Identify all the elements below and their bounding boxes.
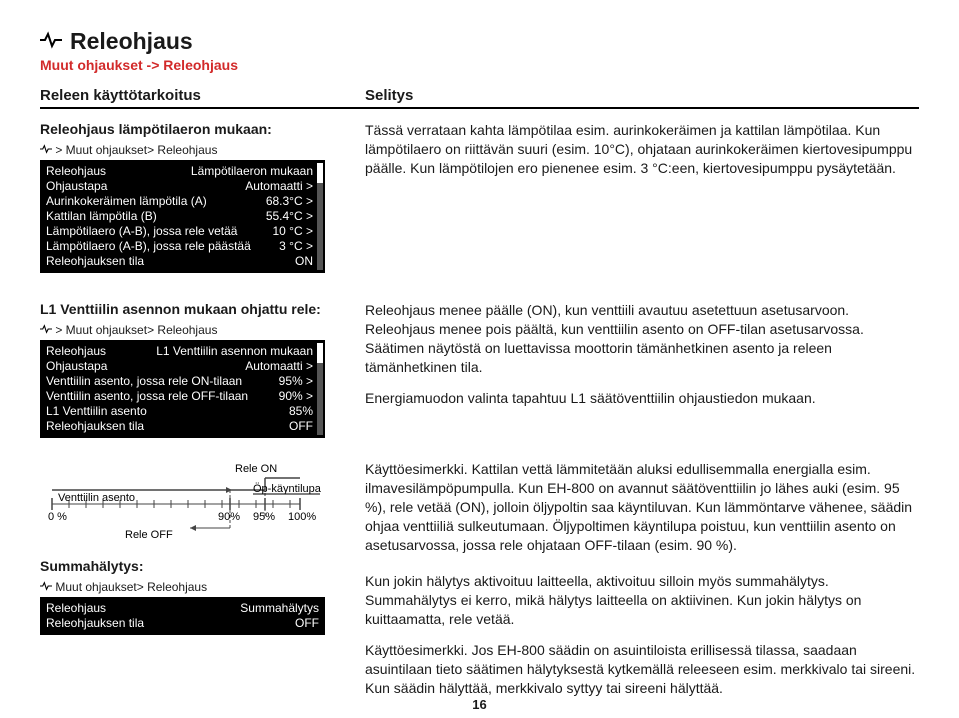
panel-row: Lämpötilaero (A-B), jossa rele vetää 10 °… [46, 224, 313, 239]
section-valve: L1 Venttiilin asennon mukaan ohjattu rel… [40, 301, 919, 438]
panel-row-value: OFF [295, 616, 319, 631]
pulse-icon-small [40, 580, 52, 594]
svg-text:Öp-käyntilupa: Öp-käyntilupa [253, 483, 322, 495]
panel-row-value: 68.3°C > [266, 194, 313, 209]
panel-row: Releohjaus Lämpötilaeron mukaan [46, 164, 313, 179]
pulse-icon-small [40, 143, 52, 157]
sec2-desc1: Releohjaus menee päälle (ON), kun ventti… [365, 301, 919, 377]
panel-row-value: Automaatti > [245, 359, 313, 374]
panel-row-value: 85% [289, 404, 313, 419]
svg-text:Venttiilin asento: Venttiilin asento [58, 492, 135, 504]
panel-row-label: L1 Venttiilin asento [46, 404, 147, 419]
sec3-desc3: Käyttöesimerkki. Jos EH-800 säädin on as… [365, 641, 919, 698]
pulse-icon-small [40, 323, 52, 337]
panel-row-label: Aurinkokeräimen lämpötila (A) [46, 194, 207, 209]
sec3-desc1: Käyttöesimerkki. Kattilan vettä lämmitet… [365, 460, 919, 554]
panel-row: Releohjauksen tila OFF [46, 616, 319, 631]
panel-row-value: L1 Venttiilin asennon mukaan [156, 344, 313, 359]
panel-row-value: 95% > [279, 374, 313, 389]
panel-row-value: Lämpötilaeron mukaan [191, 164, 313, 179]
sec2-desc2: Energiamuodon valinta tapahtuu L1 säätöv… [365, 389, 919, 408]
column-headers: Releen käyttötarkoitus Selitys [40, 87, 919, 109]
svg-text:90%: 90% [218, 511, 240, 523]
panel-row-value: 55.4°C > [266, 209, 313, 224]
panel-row-label: Releohjauksen tila [46, 616, 144, 631]
panel-row-value: Automaatti > [245, 179, 313, 194]
panel-row-label: Releohjaus [46, 164, 106, 179]
panel-row: Releohjaus L1 Venttiilin asennon mukaan [46, 344, 313, 359]
panel-row-label: Lämpötilaero (A-B), jossa rele päästää [46, 239, 251, 254]
svg-text:Rele OFF: Rele OFF [125, 529, 173, 541]
panel-scrollbar [317, 163, 323, 183]
page-title: Releohjaus [40, 28, 919, 55]
panel-row: Ohjaustapa Automaatti > [46, 359, 313, 374]
title-text: Releohjaus [70, 28, 193, 55]
panel-row: Releohjauksen tila OFF [46, 419, 313, 434]
panel-row-label: Releohjauksen tila [46, 419, 144, 434]
sec3-panel-body: ReleohjausSummahälytysReleohjauksen tila… [40, 597, 325, 635]
sec3-heading: Summahälytys: [40, 558, 365, 574]
panel-row: Kattilan lämpötila (B) 55.4°C > [46, 209, 313, 224]
panel-row-value: ON [295, 254, 313, 269]
sec2-heading: L1 Venttiilin asennon mukaan ohjattu rel… [40, 301, 365, 317]
panel-row-label: Venttiilin asento, jossa rele ON-tilaan [46, 374, 242, 389]
panel-row: Releohjauksen tila ON [46, 254, 313, 269]
svg-text:100%: 100% [288, 511, 316, 523]
pulse-icon [40, 28, 62, 55]
sec1-crumb: > Muut ohjaukset> Releohjaus [55, 143, 217, 157]
sec1-panel: > Muut ohjaukset> Releohjaus Releohjaus L… [40, 143, 325, 273]
panel-row: Venttiilin asento, jossa rele OFF-tilaan… [46, 389, 313, 404]
sec3-panel: Muut ohjaukset> Releohjaus Releohjaus Sum… [40, 580, 325, 635]
panel-row: Ohjaustapa Automaatti > [46, 179, 313, 194]
sec1-desc: Tässä verrataan kahta lämpötilaa esim. a… [365, 121, 919, 273]
panel-row: Releohjaus Summahälytys [46, 601, 319, 616]
sec3-desc2: Kun jokin hälytys aktivoituu laitteella,… [365, 572, 919, 629]
sec2-panel-body: ReleohjausL1 Venttiilin asennon mukaanOh… [40, 340, 325, 438]
panel-row-label: Venttiilin asento, jossa rele OFF-tilaan [46, 389, 248, 404]
breadcrumb: Muut ohjaukset -> Releohjaus [40, 57, 919, 73]
valve-diagram: Rele ON Öp-käyntilupa Venttiilin asento 0 %… [40, 460, 340, 550]
panel-row: L1 Venttiilin asento 85% [46, 404, 313, 419]
sec2-panel: > Muut ohjaukset> Releohjaus Releohjaus L… [40, 323, 325, 438]
col-right: Selitys [365, 87, 413, 104]
valve-diagram-svg: Rele ON Öp-käyntilupa Venttiilin asento 0 %… [40, 460, 340, 550]
panel-row: Lämpötilaero (A-B), jossa rele päästää 3 … [46, 239, 313, 254]
sec1-panel-body: ReleohjausLämpötilaeron mukaanOhjaustapa… [40, 160, 325, 273]
panel-row-value: 3 °C > [279, 239, 313, 254]
svg-text:0 %: 0 % [48, 511, 67, 523]
sec3-crumb: Muut ohjaukset> Releohjaus [55, 580, 207, 594]
col-left: Releen käyttötarkoitus [40, 87, 365, 104]
sec1-heading: Releohjaus lämpötilaeron mukaan: [40, 121, 365, 137]
panel-row-value: OFF [289, 419, 313, 434]
section-tempdelta: Releohjaus lämpötilaeron mukaan: > Muut … [40, 121, 919, 273]
panel-row-label: Lämpötilaero (A-B), jossa rele vetää [46, 224, 237, 239]
page-number: 16 [0, 697, 959, 712]
sec2-crumb: > Muut ohjaukset> Releohjaus [55, 323, 217, 337]
svg-text:95%: 95% [253, 511, 275, 523]
panel-row-label: Kattilan lämpötila (B) [46, 209, 157, 224]
panel-row-label: Ohjaustapa [46, 179, 107, 194]
panel-row: Aurinkokeräimen lämpötila (A) 68.3°C > [46, 194, 313, 209]
panel-row-value: Summahälytys [240, 601, 319, 616]
section-summa: Rele ON Öp-käyntilupa Venttiilin asento 0 %… [40, 460, 919, 698]
panel-scrollbar [317, 343, 323, 363]
panel-row-value: 10 °C > [273, 224, 314, 239]
panel-row-label: Ohjaustapa [46, 359, 107, 374]
panel-row-label: Releohjauksen tila [46, 254, 144, 269]
panel-row: Venttiilin asento, jossa rele ON-tilaan 9… [46, 374, 313, 389]
panel-row-label: Releohjaus [46, 601, 106, 616]
svg-text:Rele ON: Rele ON [235, 463, 277, 475]
panel-row-value: 90% > [279, 389, 313, 404]
panel-row-label: Releohjaus [46, 344, 106, 359]
